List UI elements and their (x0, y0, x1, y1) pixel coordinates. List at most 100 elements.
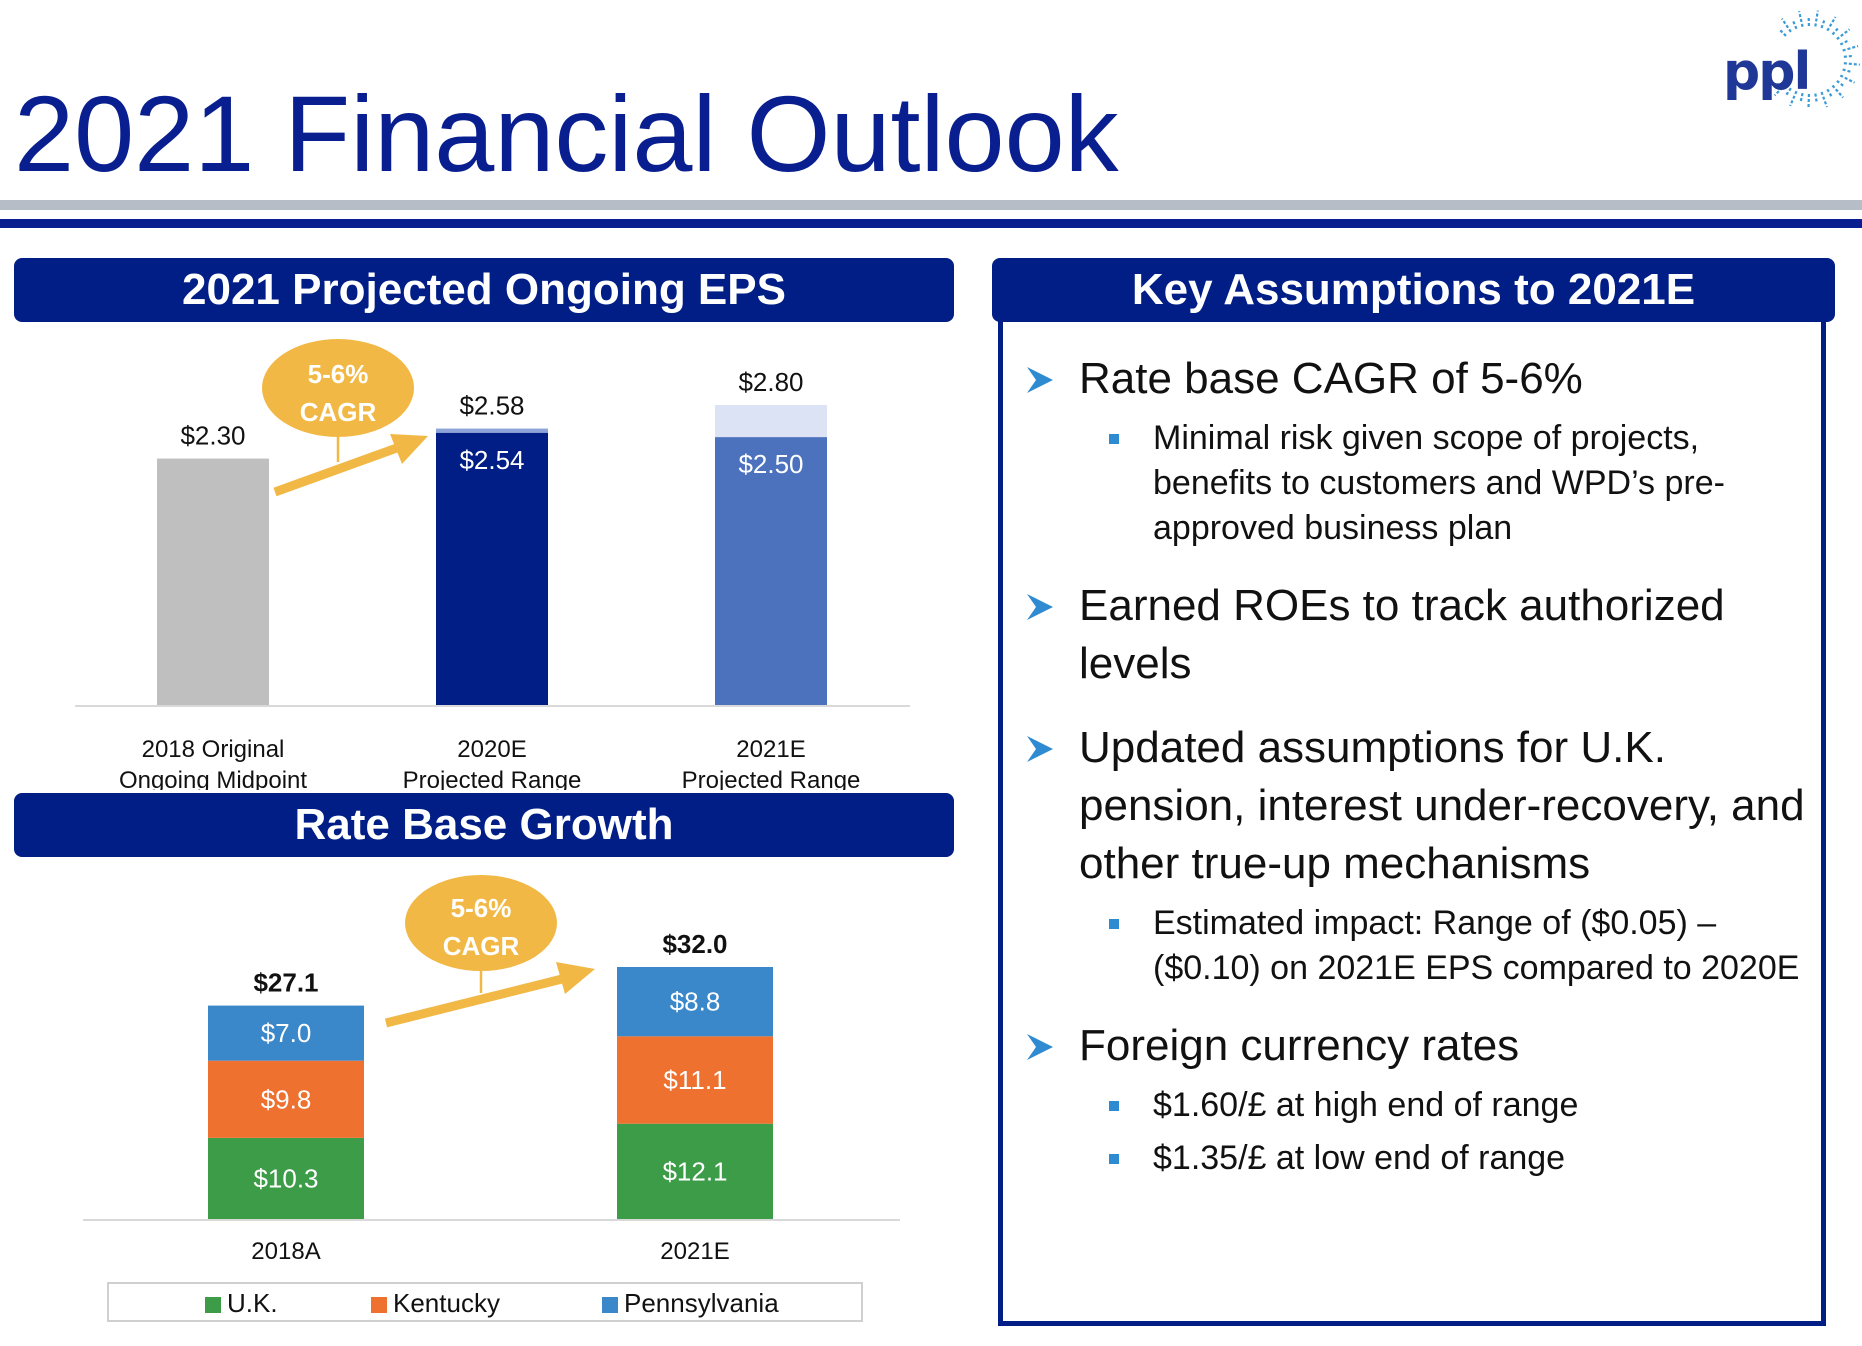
assumption-main: Updated assumptions for U.K. pension, in… (1025, 719, 1825, 893)
eps-category-label: 2018 Original (142, 736, 285, 763)
ppl-logo: ppl (1715, 8, 1862, 108)
assumption-main: Earned ROEs to track authorized levels (1025, 577, 1825, 693)
logo-ray (1831, 26, 1840, 36)
assumption-sub-text: Minimal risk given scope of projects, be… (1153, 419, 1725, 547)
eps-top-label: $2.58 (459, 391, 524, 421)
legend-swatch (205, 1297, 221, 1313)
bullet-square-icon (1109, 434, 1119, 444)
legend-label: Pennsylvania (624, 1288, 779, 1318)
assumption-item: Earned ROEs to track authorized levels (1025, 577, 1825, 693)
assumption-text: Earned ROEs to track authorized levels (1079, 581, 1725, 688)
bullet-square-icon (1109, 1154, 1119, 1164)
legend-label: U.K. (227, 1288, 278, 1318)
logo-ray (1839, 39, 1850, 46)
logo-ray (1842, 44, 1859, 52)
logo-ray (1798, 10, 1804, 28)
eps-bar (157, 458, 269, 705)
assumption-sub-text: $1.35/£ at low end of range (1153, 1139, 1566, 1177)
eps-cagr-shaft (273, 440, 407, 497)
page-title: 2021 Financial Outlook (14, 73, 1119, 194)
eps-bar (715, 437, 827, 705)
legend-item-kentucky: Kentucky (371, 1288, 500, 1318)
eps-category-label: Projected Range (403, 767, 582, 790)
assumption-item: Rate base CAGR of 5-6% Minimal risk give… (1025, 350, 1825, 551)
rate-cagr-shaft (384, 972, 572, 1028)
bullet-square-icon (1109, 919, 1119, 929)
rate-bar-segment (617, 967, 773, 1037)
rate-base-chart: $10.3 $9.8 $7.0 $27.1 2018A $12.1 $11.1 $8.8 $32… (83, 875, 900, 1265)
assumption-main: Foreign currency rates (1025, 1017, 1825, 1075)
assumption-sub: $1.35/£ at low end of range (1025, 1136, 1825, 1181)
assumption-item: Updated assumptions for U.K. pension, in… (1025, 719, 1825, 991)
rate-cagr-badge (405, 875, 557, 971)
eps-cagr-arrow (273, 416, 428, 497)
rate-cagr-arrowhead (556, 962, 595, 994)
logo-ray (1778, 28, 1787, 37)
legend-label: Kentucky (393, 1288, 500, 1318)
logo-ray (1826, 16, 1837, 32)
legend-swatch (371, 1297, 387, 1313)
eps-top-label: $2.30 (180, 421, 245, 451)
chart-legend: U.K. Kentucky Pennsylvania (107, 1282, 863, 1322)
rate-cagr-line1: 5-6% (451, 893, 512, 923)
rate-segment-label: $10.3 (253, 1163, 318, 1193)
rate-cagr-arrow (384, 953, 595, 1028)
logo-ray (1839, 74, 1856, 84)
assumption-sub: $1.60/£ at high end of range (1025, 1083, 1825, 1128)
logo-ray (1820, 18, 1826, 29)
eps-top-label: $2.80 (738, 367, 803, 397)
logo-ray (1814, 93, 1818, 104)
eps-range-bar (436, 428, 548, 433)
chevron-arrow-icon (1027, 736, 1053, 762)
assumption-item: Foreign currency rates $1.60/£ at high e… (1025, 1017, 1825, 1181)
legend-item-pennsylvania: Pennsylvania (602, 1288, 779, 1318)
rate-cagr-line2: CAGR (443, 931, 520, 961)
assumption-text: Rate base CAGR of 5-6% (1079, 354, 1583, 403)
assumption-sub-text: $1.60/£ at high end of range (1153, 1086, 1579, 1124)
rate-total-label: $32.0 (662, 929, 727, 959)
chevron-arrow-icon (1027, 594, 1053, 620)
rate-segment-label: $7.0 (261, 1018, 312, 1048)
legend-item-uk: U.K. (205, 1288, 278, 1318)
logo-ray (1836, 79, 1846, 88)
chevron-arrow-icon (1027, 1034, 1053, 1060)
eps-range-bar (715, 405, 827, 438)
assumption-sub-text: Estimated impact: Range of ($0.05) – ($0… (1153, 904, 1800, 987)
bullet-square-icon (1109, 1101, 1119, 1111)
rate-bar-segment (208, 1060, 364, 1138)
eps-chart: $2.30 2018 Original Ongoing Midpoint $2.58 $… (75, 339, 910, 790)
eps-category-label: 2021E (736, 736, 805, 763)
rate-segment-label: $12.1 (662, 1156, 727, 1186)
logo-ray (1843, 62, 1860, 66)
rate-bar-segment (208, 1005, 364, 1061)
assumption-text: Updated assumptions for U.K. pension, in… (1079, 723, 1805, 888)
eps-cagr-line1: 5-6% (308, 359, 369, 389)
logo-ray (1831, 84, 1844, 99)
logo-ray (1773, 83, 1787, 97)
rate-bar-segment (617, 1036, 773, 1124)
eps-cagr-arrowhead (390, 434, 428, 464)
eps-category-label: Projected Range (682, 767, 861, 790)
logo-ray (1842, 68, 1853, 74)
assumption-sub: Minimal risk given scope of projects, be… (1025, 416, 1825, 551)
assumptions-list: Rate base CAGR of 5-6% Minimal risk give… (1025, 350, 1825, 1181)
logo-ray (1780, 18, 1792, 33)
logo-ray (1791, 19, 1798, 30)
title-rule-gray (0, 200, 1862, 210)
rate-bar-segment (208, 1137, 364, 1219)
eps-bar-label: $2.54 (459, 445, 524, 475)
logo-text: ppl (1723, 42, 1811, 102)
chevron-arrow-icon (1027, 367, 1053, 393)
eps-bar (436, 432, 548, 705)
rate-total-label: $27.1 (253, 968, 318, 998)
assumption-sub: Estimated impact: Range of ($0.05) – ($0… (1025, 901, 1825, 991)
rate-segment-label: $8.8 (670, 987, 721, 1017)
rate-category-label: 2018A (251, 1238, 320, 1265)
eps-panel-title: 2021 Projected Ongoing EPS (14, 258, 954, 322)
legend-swatch (602, 1297, 618, 1313)
title-rule-navy (0, 219, 1862, 228)
assumption-main: Rate base CAGR of 5-6% (1025, 350, 1825, 408)
rate-bar-segment (617, 1123, 773, 1219)
rate-segment-label: $11.1 (663, 1065, 726, 1095)
logo-ray (1807, 93, 1811, 108)
